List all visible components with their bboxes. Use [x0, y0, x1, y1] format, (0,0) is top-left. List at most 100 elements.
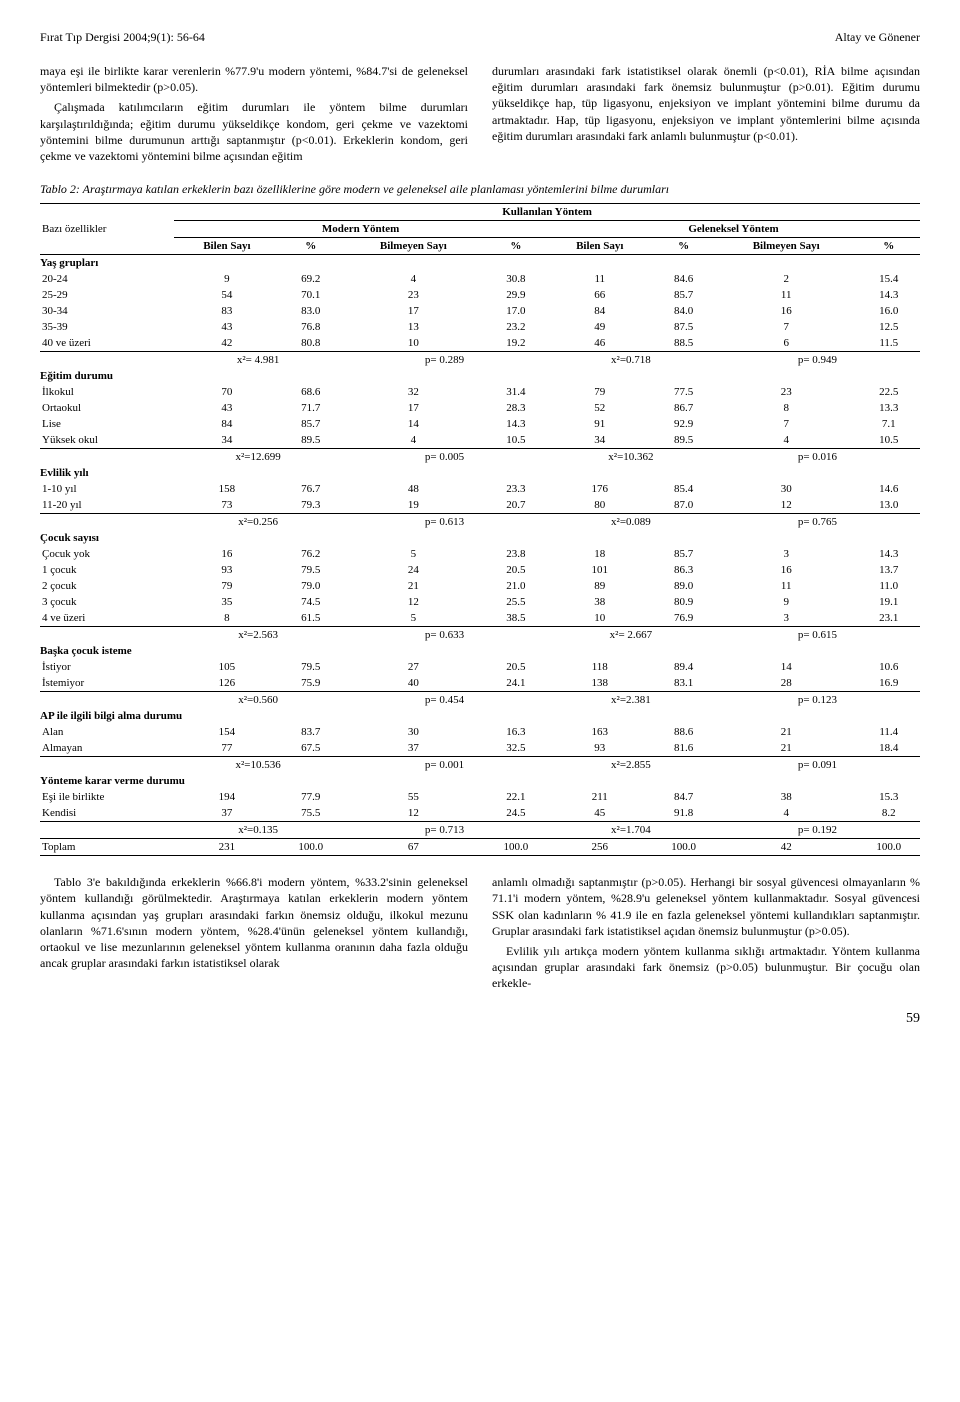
table-cell: 19.1: [858, 594, 920, 610]
table-cell: 12: [342, 805, 485, 822]
col-header: %: [858, 238, 920, 255]
table-cell: 1 çocuk: [40, 562, 174, 578]
table-cell: 4: [342, 271, 485, 287]
table-cell: 11: [715, 578, 858, 594]
table-row: 35-394376.81323.24987.5712.5: [40, 319, 920, 335]
table-cell: Ortaokul: [40, 400, 174, 416]
table-cell: 70.1: [280, 287, 342, 303]
table-cell: İlkokul: [40, 384, 174, 400]
table-cell: 25-29: [40, 287, 174, 303]
paragraph: Evlilik yılı artıkça modern yöntem kulla…: [492, 943, 920, 992]
table-cell: 76.9: [652, 610, 714, 627]
table-cell: 67: [342, 839, 485, 856]
table-cell: 30: [715, 481, 858, 497]
section-label: Yönteme karar verme durumu: [40, 773, 920, 789]
paragraph: Tablo 3'e bakıldığında erkeklerin %66.8'…: [40, 874, 468, 971]
table-cell: 37: [342, 740, 485, 757]
table-cell: 11.0: [858, 578, 920, 594]
table-cell: Yüksek okul: [40, 432, 174, 449]
table-cell: 5: [342, 610, 485, 627]
table-row: İstemiyor12675.94024.113883.12816.9: [40, 675, 920, 692]
table-cell: 20.7: [485, 497, 547, 514]
table-cell: 40 ve üzeri: [40, 335, 174, 352]
table-cell: 16: [174, 546, 279, 562]
table-cell: 12.5: [858, 319, 920, 335]
table-cell: 16: [715, 562, 858, 578]
table-cell: 85.4: [652, 481, 714, 497]
table-cell: x²=10.362: [547, 449, 715, 466]
table-cell: 256: [547, 839, 652, 856]
table-cell: 138: [547, 675, 652, 692]
table-cell: 38: [715, 789, 858, 805]
table-cell: x²=10.536: [174, 757, 342, 774]
table-cell: 27: [342, 659, 485, 675]
table-cell: 14.3: [858, 287, 920, 303]
table-cell: 73: [174, 497, 279, 514]
table-cell: 3 çocuk: [40, 594, 174, 610]
table-cell: 70: [174, 384, 279, 400]
table-cell: 2 çocuk: [40, 578, 174, 594]
table-cell: Çocuk yok: [40, 546, 174, 562]
table-cell: p= 0.091: [715, 757, 920, 774]
table-cell: 23: [715, 384, 858, 400]
table-cell: 71.7: [280, 400, 342, 416]
table-cell: [40, 692, 174, 709]
table-cell: 32.5: [485, 740, 547, 757]
table-cell: 3: [715, 546, 858, 562]
table-cell: 79.5: [280, 659, 342, 675]
table-row: 11-20 yıl7379.31920.78087.01213.0: [40, 497, 920, 514]
table-cell: 4: [342, 432, 485, 449]
table-cell: 46: [547, 335, 652, 352]
table-cell: 14: [715, 659, 858, 675]
table-cell: 77.9: [280, 789, 342, 805]
table-cell: p= 0.613: [342, 514, 547, 531]
table-cell: 16: [715, 303, 858, 319]
table-cell: 13.7: [858, 562, 920, 578]
table-caption: Tablo 2: Araştırmaya katılan erkeklerin …: [40, 182, 920, 197]
col-header: %: [485, 238, 547, 255]
table-cell: 11: [715, 287, 858, 303]
table-cell: 21: [715, 740, 858, 757]
table-cell: 54: [174, 287, 279, 303]
table-cell: 5: [342, 546, 485, 562]
table-cell: 211: [547, 789, 652, 805]
table-cell: x²=0.135: [174, 822, 342, 839]
table-cell: 84.7: [652, 789, 714, 805]
table-cell: 22.5: [858, 384, 920, 400]
paragraph: anlamlı olmadığı saptanmıştır (p>0.05). …: [492, 874, 920, 939]
table-cell: 49: [547, 319, 652, 335]
table-cell: 24.1: [485, 675, 547, 692]
table-cell: 43: [174, 319, 279, 335]
table-cell: 2: [715, 271, 858, 287]
table-cell: 126: [174, 675, 279, 692]
stat-row: x²=0.256p= 0.613x²=0.089p= 0.765: [40, 514, 920, 531]
col-header: Bazı özellikler: [40, 204, 174, 255]
table-cell: 3: [715, 610, 858, 627]
table-cell: 6: [715, 335, 858, 352]
table-cell: 22.1: [485, 789, 547, 805]
table-cell: 76.2: [280, 546, 342, 562]
table-cell: 61.5: [280, 610, 342, 627]
total-row: Toplam231100.067100.0256100.042100.0: [40, 839, 920, 856]
table-cell: 8: [715, 400, 858, 416]
table-cell: İstiyor: [40, 659, 174, 675]
table-cell: 76.8: [280, 319, 342, 335]
table-cell: 18.4: [858, 740, 920, 757]
table-cell: 34: [547, 432, 652, 449]
table-cell: 93: [174, 562, 279, 578]
table-cell: 91: [547, 416, 652, 432]
table-cell: x²=2.381: [547, 692, 715, 709]
table-cell: 100.0: [280, 839, 342, 856]
table-cell: 23.1: [858, 610, 920, 627]
table-row: Lise8485.71414.39192.977.1: [40, 416, 920, 432]
table-cell: 93: [547, 740, 652, 757]
table-cell: x²=2.855: [547, 757, 715, 774]
table-cell: 35: [174, 594, 279, 610]
stat-row: x²=10.536p= 0.001x²=2.855p= 0.091: [40, 757, 920, 774]
table-cell: 89.0: [652, 578, 714, 594]
table-cell: 30: [342, 724, 485, 740]
table-cell: p= 0.192: [715, 822, 920, 839]
table-cell: 14.3: [858, 546, 920, 562]
table-cell: 91.8: [652, 805, 714, 822]
stat-row: x²=0.560p= 0.454x²=2.381p= 0.123: [40, 692, 920, 709]
